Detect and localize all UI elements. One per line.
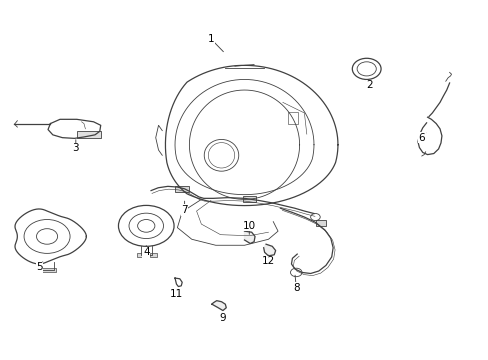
Bar — [136, 253, 143, 257]
Text: 1: 1 — [207, 34, 214, 44]
Text: 11: 11 — [169, 289, 183, 298]
Bar — [150, 253, 157, 257]
Polygon shape — [263, 244, 275, 256]
Text: 12: 12 — [261, 256, 275, 266]
Bar — [287, 112, 298, 123]
Text: 3: 3 — [72, 143, 79, 153]
Bar — [316, 220, 325, 226]
Bar — [175, 186, 188, 192]
Polygon shape — [244, 231, 255, 243]
Bar — [242, 195, 256, 202]
Text: 7: 7 — [181, 205, 187, 215]
Text: 8: 8 — [292, 283, 299, 293]
Bar — [39, 268, 56, 273]
Text: 9: 9 — [219, 313, 226, 323]
Bar — [77, 131, 101, 138]
Text: 5: 5 — [36, 262, 42, 273]
Text: 4: 4 — [142, 247, 149, 257]
Polygon shape — [211, 301, 226, 311]
Text: 6: 6 — [418, 133, 424, 143]
Text: 10: 10 — [242, 221, 255, 231]
Text: 2: 2 — [366, 80, 373, 90]
